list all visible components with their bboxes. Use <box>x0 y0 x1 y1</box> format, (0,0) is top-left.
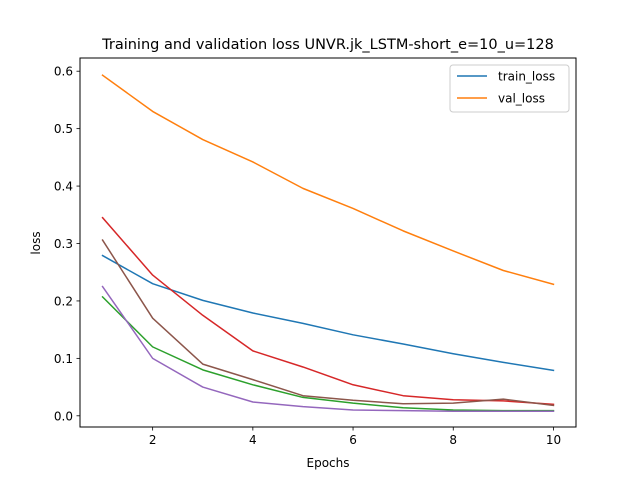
series-line-train_loss <box>101 254 555 372</box>
series-line-series-4 <box>101 216 555 406</box>
x-tick-label: 4 <box>249 433 257 447</box>
legend-label-val_loss: val_loss <box>498 92 545 106</box>
y-tick-label: 0.0 <box>54 409 73 423</box>
y-tick-label: 0.1 <box>54 352 73 366</box>
x-tick-label: 8 <box>449 433 457 447</box>
y-tick-label: 0.3 <box>54 237 73 251</box>
series-line-series-5 <box>101 285 555 412</box>
legend-label-train_loss: train_loss <box>498 70 555 84</box>
y-tick-label: 0.5 <box>54 122 73 136</box>
axis-ticks: 2 4 6 8 10 0.0 0.1 0.2 0.3 0.4 0.5 0.6 <box>54 65 561 447</box>
series-line-series-3 <box>101 295 555 412</box>
y-tick-label: 0.4 <box>54 180 73 194</box>
legend: train_loss val_loss <box>449 64 570 113</box>
y-axis-label: loss <box>29 231 43 254</box>
series-line-val_loss <box>101 74 555 286</box>
chart-title: Training and validation loss UNVR.jk_LST… <box>101 37 554 53</box>
y-tick-label: 0.6 <box>54 65 73 79</box>
x-tick-label: 2 <box>149 433 157 447</box>
x-tick-label: 6 <box>349 433 357 447</box>
x-axis-label: Epochs <box>307 456 350 470</box>
series-line-series-6 <box>101 239 555 407</box>
plot-area <box>101 74 555 412</box>
y-tick-label: 0.2 <box>54 294 73 308</box>
x-tick-label: 10 <box>546 433 561 447</box>
plot-frame <box>79 57 577 428</box>
